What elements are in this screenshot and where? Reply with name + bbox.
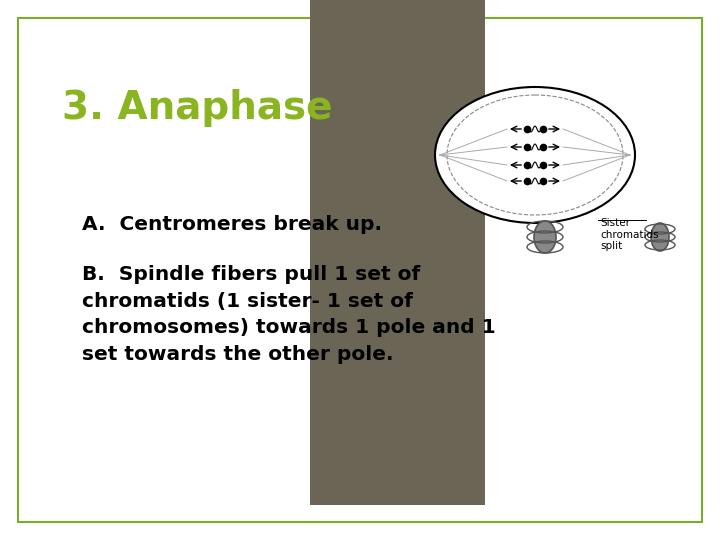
Ellipse shape <box>651 223 669 251</box>
Text: 3. Anaphase: 3. Anaphase <box>62 89 333 127</box>
FancyBboxPatch shape <box>18 18 702 522</box>
Text: Sister
chromatids
split: Sister chromatids split <box>600 218 659 251</box>
Ellipse shape <box>435 87 635 223</box>
Ellipse shape <box>534 221 556 253</box>
Text: A.  Centromeres break up.: A. Centromeres break up. <box>82 215 382 234</box>
Text: B.  Spindle fibers pull 1 set of
chromatids (1 sister- 1 set of
chromosomes) tow: B. Spindle fibers pull 1 set of chromati… <box>82 265 495 363</box>
FancyBboxPatch shape <box>310 0 485 505</box>
